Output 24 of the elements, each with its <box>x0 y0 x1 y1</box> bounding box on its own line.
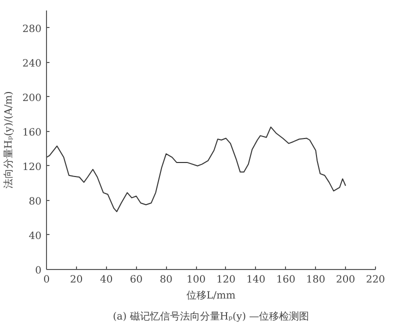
line-series <box>46 126 346 212</box>
y-axis-title: 法向分量Hₚ(y)/(A/m) <box>2 91 14 189</box>
x-tick-label: 100 <box>186 274 206 286</box>
x-tick-label: 160 <box>276 274 296 286</box>
x-tick-label: 20 <box>70 274 83 286</box>
y-tick-label: 120 <box>22 162 42 173</box>
text: (a) 磁记忆信号法向分量Hₚ(y) —位移检测图 <box>112 310 310 322</box>
x-axis-title: 位移L/mm <box>186 290 236 302</box>
x-tick-label: 180 <box>306 274 326 286</box>
x-tick-label: 0 <box>43 274 50 286</box>
y-tick-label: 240 <box>22 58 42 70</box>
x-tick-label: 120 <box>216 274 236 286</box>
y-tick-label: 40 <box>28 230 42 242</box>
y-tick-label: 160 <box>22 127 42 138</box>
x-tick-label: 220 <box>366 274 386 286</box>
y-tick-label: 280 <box>22 24 42 35</box>
y-tick-label: 80 <box>28 196 42 208</box>
x-tick-label: 200 <box>336 274 356 286</box>
y-tick-label: 200 <box>22 92 42 104</box>
y-tick-label: 0 <box>35 266 42 276</box>
x-tick-label: 60 <box>130 274 143 286</box>
x-tick-label: 40 <box>100 274 113 286</box>
x-tick-label: 140 <box>246 274 266 286</box>
x-tick-label: 80 <box>160 274 173 286</box>
